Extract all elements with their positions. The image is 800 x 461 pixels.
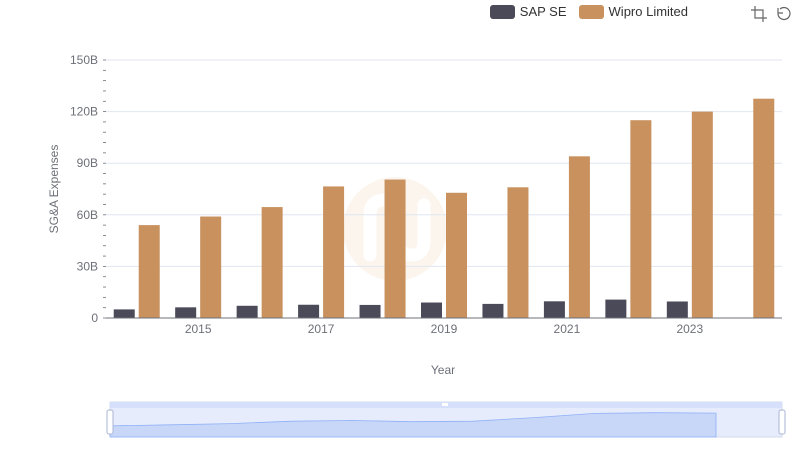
bar-wipro-limited-2022[interactable] <box>630 120 652 318</box>
x-axis-title: Year <box>431 363 455 377</box>
legend-label-sap: SAP SE <box>519 4 567 19</box>
legend-item-wipro[interactable]: Wipro Limited <box>578 4 688 19</box>
y-tick-label: 120B <box>70 105 98 119</box>
slider-left-handle[interactable] <box>106 409 114 435</box>
legend: SAP SE Wipro Limited <box>478 4 688 19</box>
bar-sap-se-2014[interactable] <box>113 309 135 318</box>
bar-sap-se-2020[interactable] <box>482 303 504 318</box>
x-tick-label: 2023 <box>676 322 703 336</box>
axes: 0 30B 60B 90B 120B 150B 2015 2017 2019 2021 2023 <box>70 53 782 336</box>
slider-grip[interactable] <box>442 403 448 406</box>
slider-right-handle[interactable] <box>778 409 786 435</box>
y-tick-label: 30B <box>77 259 98 273</box>
bar-sap-se-2019[interactable] <box>421 302 442 318</box>
bar-sap-se-2015[interactable] <box>175 307 197 318</box>
y-axis-title: SG&A Expenses <box>47 145 61 234</box>
bar-sap-se-2022[interactable] <box>605 299 627 318</box>
bar-wipro-limited-2019[interactable] <box>446 192 467 318</box>
legend-swatch-wipro <box>578 4 604 19</box>
x-tick-label: 2019 <box>431 322 458 336</box>
bar-sap-se-2016[interactable] <box>236 305 258 318</box>
y-tick-label: 60B <box>77 208 98 222</box>
crop-zoom-icon[interactable] <box>750 5 768 23</box>
bar-wipro-limited-2016[interactable] <box>261 207 283 318</box>
toolbox <box>744 5 792 23</box>
bar-sap-se-2018[interactable] <box>359 304 381 318</box>
bar-wipro-limited-2015[interactable] <box>200 216 222 318</box>
x-tick-label: 2021 <box>554 322 581 336</box>
y-tick-label: 90B <box>77 156 98 170</box>
x-tick-label: 2015 <box>185 322 212 336</box>
legend-label-wipro: Wipro Limited <box>608 4 688 19</box>
bar-wipro-limited-2024[interactable] <box>753 98 775 318</box>
bar-wipro-limited-2014[interactable] <box>138 225 160 318</box>
y-tick-label: 150B <box>70 53 98 67</box>
datazoom-slider[interactable] <box>106 401 786 438</box>
slider-preview-area <box>109 412 717 438</box>
bar-sap-se-2017[interactable] <box>298 304 320 318</box>
restore-icon[interactable] <box>774 5 792 23</box>
bar-wipro-limited-2020[interactable] <box>507 187 529 318</box>
bars <box>113 98 775 318</box>
x-tick-label: 2017 <box>308 322 335 336</box>
legend-item-sap[interactable]: SAP SE <box>489 4 567 19</box>
legend-swatch-sap <box>489 4 515 19</box>
bar-wipro-limited-2021[interactable] <box>568 156 590 318</box>
bar-wipro-limited-2017[interactable] <box>323 186 345 318</box>
bar-wipro-limited-2018[interactable] <box>384 179 406 318</box>
y-tick-label: 0 <box>91 311 98 325</box>
bar-sap-se-2023[interactable] <box>666 301 688 318</box>
bar-wipro-limited-2023[interactable] <box>691 111 713 318</box>
bar-sap-se-2021[interactable] <box>543 301 565 318</box>
